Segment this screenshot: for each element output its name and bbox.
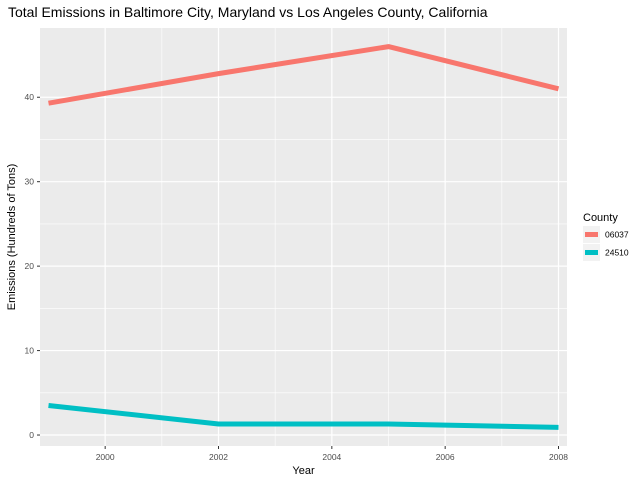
legend: County 06037 24510 <box>583 212 629 261</box>
y-tick-label: 40 <box>25 92 35 102</box>
y-tick-label: 0 <box>29 430 34 440</box>
chart-title: Total Emissions in Baltimore City, Maryl… <box>8 4 488 20</box>
legend-title: County <box>583 212 618 224</box>
series-lines <box>48 44 560 430</box>
x-tick-label: 2002 <box>209 452 228 462</box>
x-tick-label: 2000 <box>96 452 115 462</box>
x-tick-label: 2004 <box>322 452 341 462</box>
series-line-24510 <box>48 403 559 430</box>
x-axis-title: Year <box>292 465 315 477</box>
y-axis: 0 10 20 30 40 <box>25 92 40 440</box>
series-line-06037 <box>48 44 560 106</box>
y-axis-title: Emissions (Hundreds of Tons) <box>6 164 18 311</box>
legend-label-06037: 06037 <box>605 230 629 240</box>
y-tick-label: 30 <box>25 177 35 187</box>
y-tick-label: 10 <box>25 346 35 356</box>
y-tick-label: 20 <box>25 261 35 271</box>
grid-lines <box>40 28 567 446</box>
x-tick-label: 2008 <box>549 452 568 462</box>
x-tick-label: 2006 <box>436 452 455 462</box>
x-axis: 2000 2002 2004 2006 2008 <box>96 446 568 462</box>
legend-label-24510: 24510 <box>605 248 629 258</box>
